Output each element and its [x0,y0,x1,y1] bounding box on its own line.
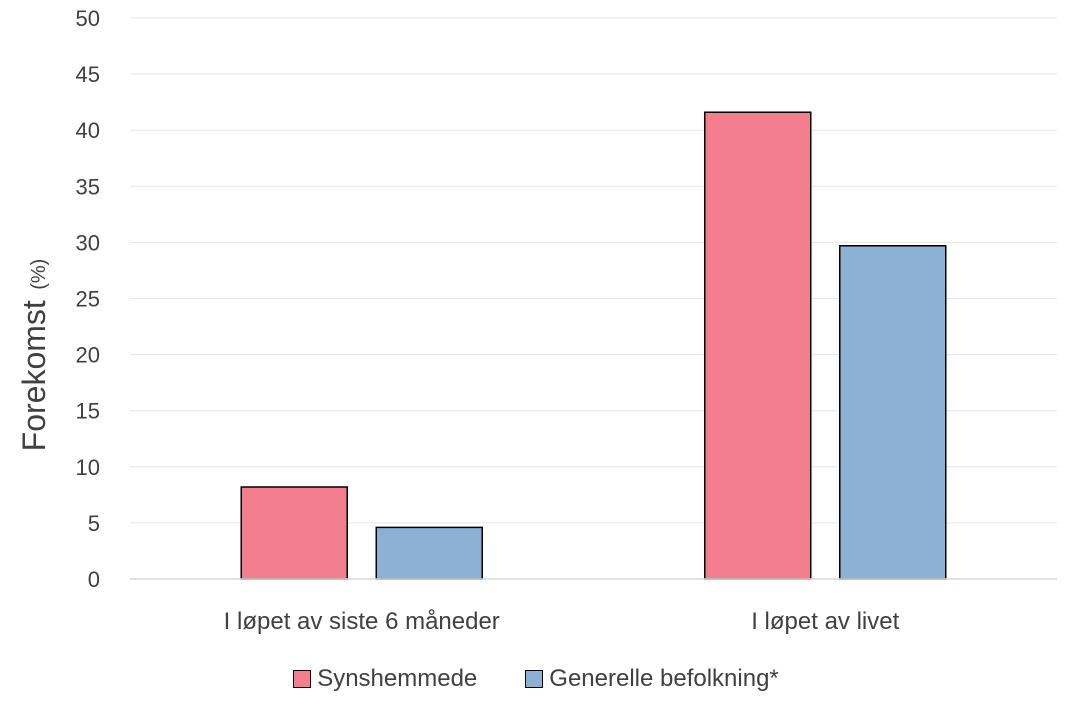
y-tick-label: 25 [76,287,100,312]
y-tick-label: 50 [76,6,100,31]
legend-item-generelle-befolkning: Generelle befolkning* [525,665,779,693]
y-axis-label: Forekomst (%) [16,259,52,452]
y-tick-label: 5 [88,511,100,536]
gridlines [130,17,1057,524]
bar-synshemmede-2 [704,111,812,580]
y-tick-label: 45 [76,62,100,87]
y-axis-label-main: Forekomst [16,300,52,451]
bar-synshemmede-1 [240,486,348,580]
legend-label-generelle-befolkning: Generelle befolkning* [549,665,779,692]
y-tick-label: 35 [76,174,100,199]
legend-swatch-generelle-befolkning [525,670,544,688]
x-tick-label: I løpet av livet [751,608,899,635]
y-tick-label: 20 [76,343,100,368]
y-tick-label: 0 [88,567,100,592]
legend: Synshemmede Generelle befolkning* [0,665,1072,693]
legend-item-synshemmede: Synshemmede [293,665,477,693]
y-tick-label: 40 [76,118,100,143]
legend-swatch-synshemmede [293,670,312,688]
bar-generelle-befolkning-2 [839,245,947,580]
y-tick-label: 30 [76,230,100,255]
bars [240,111,947,580]
x-tick-label: I løpet av siste 6 måneder [224,608,500,635]
legend-label-synshemmede: Synshemmede [317,665,478,692]
y-tick-label: 10 [76,455,100,480]
x-axis-ticks: I løpet av siste 6 måneder I løpet av liv… [224,608,900,635]
y-axis-label-unit: (%) [28,259,50,290]
bar-generelle-befolkning-1 [375,526,483,580]
y-axis-ticks: 0 5 10 15 20 25 30 35 40 45 50 [76,6,100,592]
y-tick-label: 15 [76,399,100,424]
